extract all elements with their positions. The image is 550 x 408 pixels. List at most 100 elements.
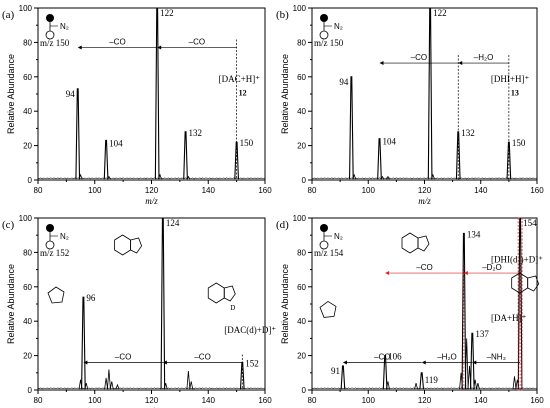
plot-frame [311, 217, 538, 391]
structure-ring [319, 300, 337, 318]
y-tick-label: 80 [23, 248, 32, 257]
x-tick-label: 160 [258, 396, 272, 405]
y-tick-label: 60 [297, 73, 306, 82]
compound-number: 13 [511, 89, 519, 98]
baseline-trace [311, 387, 538, 390]
peak-label: 106 [388, 352, 402, 362]
y-tick-label: 80 [297, 38, 306, 47]
panel-letter: (b) [276, 9, 289, 21]
peak-124 [160, 217, 166, 390]
baseline-trace [37, 177, 266, 180]
y-tick-label: 0 [28, 176, 33, 185]
y-axis-label: Relative Abundance [280, 264, 290, 344]
y-tick-label: 20 [297, 352, 306, 361]
arrowhead [83, 360, 88, 365]
peak-label: 104 [383, 137, 397, 147]
filled-circle-icon [320, 224, 328, 232]
y-tick-label: 40 [23, 317, 32, 326]
x-tick-label: 100 [362, 186, 376, 195]
peak-label: 132 [461, 128, 475, 138]
x-tick-label: 100 [88, 396, 102, 405]
y-axis-label: Relative Abundance [280, 54, 290, 134]
minor-peak [107, 369, 111, 390]
structure-ring [417, 235, 430, 252]
x-tick-label: 160 [530, 396, 544, 405]
peak-label: 124 [166, 218, 180, 228]
peak-132 [183, 131, 188, 180]
minor-peak [115, 383, 120, 390]
peak-150 [506, 141, 512, 180]
structure-ring [114, 234, 132, 256]
y-tick-label: 60 [23, 283, 32, 292]
x-tick-label: 140 [474, 186, 488, 195]
precursor-mz: m/z 150 [40, 38, 70, 48]
open-circle-icon [319, 240, 329, 250]
peak-104 [103, 139, 109, 180]
y-tick-label: 40 [23, 107, 32, 116]
arrowhead [421, 360, 426, 365]
arrowhead [472, 360, 477, 365]
y-tick-label: 100 [293, 214, 307, 223]
structure-ring [207, 282, 225, 304]
structure-ring [401, 232, 419, 254]
peak-119 [419, 372, 425, 390]
transition-label: –H₂O [437, 352, 457, 361]
legend-label: N₂ [60, 22, 69, 31]
x-tick-label: 80 [34, 186, 43, 195]
peak-label: 104 [109, 138, 123, 148]
peak-label: 96 [86, 293, 96, 303]
x-tick-label: 100 [88, 186, 102, 195]
peak-94 [349, 76, 354, 180]
minor-peak [109, 381, 114, 390]
minor-peak [386, 175, 390, 180]
y-axis-label: Relative Abundance [6, 264, 16, 344]
arrowhead [458, 61, 463, 66]
filled-circle-icon [46, 224, 54, 232]
y-tick-label: 20 [23, 352, 32, 361]
peak-label: 122 [433, 8, 447, 18]
y-tick-label: 60 [23, 73, 32, 82]
minor-peak [186, 371, 191, 390]
y-tick-label: 80 [297, 248, 306, 257]
peak-137 [469, 332, 475, 390]
panel-letter: (c) [2, 219, 15, 231]
y-tick-label: 0 [28, 386, 33, 395]
panel-3: 80 100 120 140 160 0 20 40 60 80 100 m/z Relative Ab… [2, 214, 276, 408]
transition-label: –H₂O [474, 53, 494, 62]
peak-label: 119 [425, 375, 439, 385]
y-tick-label: 100 [19, 4, 33, 13]
precursor-mz: m/z 152 [40, 248, 69, 258]
arrowhead [342, 360, 347, 365]
legend-label: N₂ [334, 232, 343, 241]
legend-label: N₂ [60, 232, 69, 241]
x-tick-label: 80 [308, 186, 317, 195]
x-tick-label: 140 [202, 396, 216, 405]
minor-peak [414, 383, 418, 390]
peak-label: 154 [523, 218, 537, 228]
x-tick-label: 160 [258, 186, 272, 195]
x-tick-label: 120 [418, 186, 432, 195]
precursor-mz: m/z 154 [314, 248, 344, 258]
transition-label: –CO [416, 263, 432, 272]
peak-91 [340, 365, 346, 390]
baseline-trace [311, 177, 538, 180]
peak-122 [154, 7, 160, 180]
y-tick-label: 40 [297, 317, 306, 326]
arrowhead [162, 360, 167, 365]
transition-label: –CO [374, 352, 390, 361]
compound-number: 12 [239, 89, 247, 98]
x-tick-label: 140 [474, 396, 488, 405]
x-tick-label: 140 [202, 186, 216, 195]
panel-4: 80 100 120 140 160 0 20 40 60 80 100 m/z Relative Ab… [276, 214, 544, 408]
arrowhead [157, 45, 162, 50]
x-tick-label: 100 [362, 396, 376, 405]
panel-2: 80 100 120 140 160 0 20 40 60 80 100 m/z Relative Ab… [276, 4, 544, 206]
precursor-mz: m/z 150 [314, 38, 344, 48]
peak-132 [455, 131, 461, 180]
panel-1: 80 100 120 140 160 0 20 40 60 80 100 m/z Relative Ab… [2, 4, 272, 206]
peak-label: 132 [189, 128, 203, 138]
ion-label: [DAC(d)+D]⁺ [224, 325, 276, 335]
ion-label: [DA+H]⁺ [491, 313, 527, 323]
ion-label-2: [DHI(d₃)+D]⁺ [491, 255, 543, 265]
